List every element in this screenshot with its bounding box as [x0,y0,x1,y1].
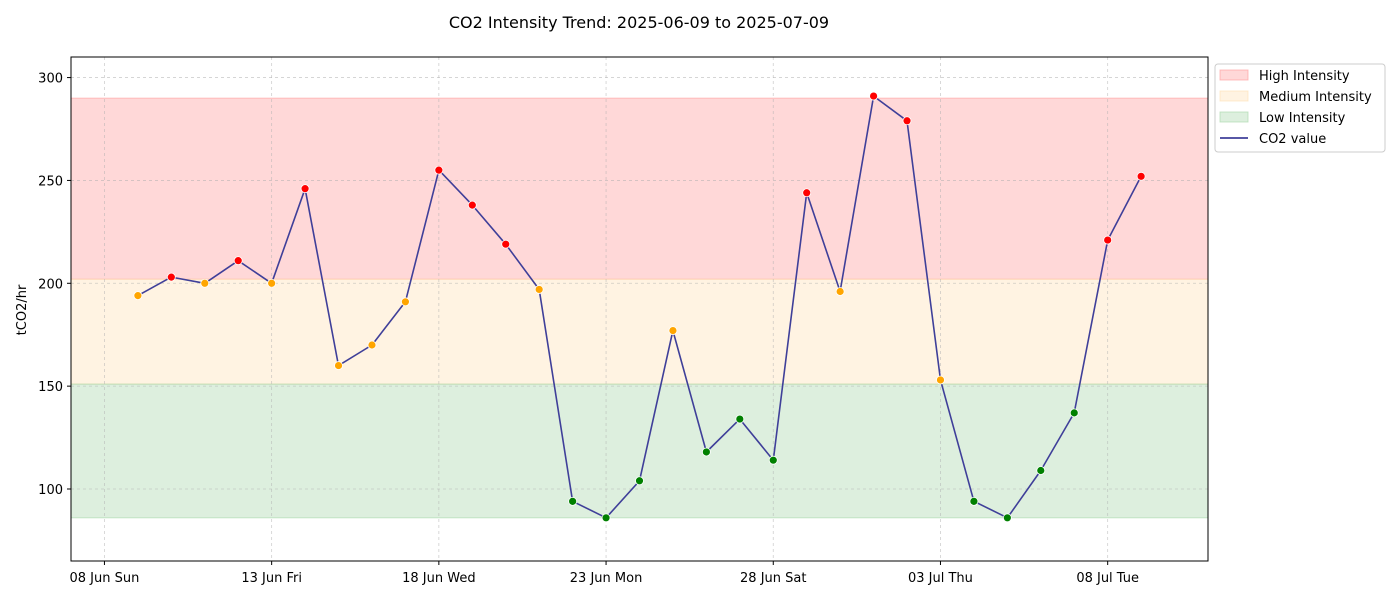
legend: High Intensity Medium Intensity Low Intens… [1214,63,1386,153]
data-point-low [601,513,611,523]
plot-area-frame [70,56,1209,562]
y-tick-label: 100 [38,483,63,498]
x-tick-label: 13 Jun Fri [241,571,302,586]
y-tick-label: 250 [38,174,63,189]
data-point-high [166,272,176,282]
band-medium-intensity [70,278,1209,385]
data-point-high [300,184,310,194]
data-point-high [1136,171,1146,181]
data-point-low [1069,408,1079,418]
y-tick-label: 200 [38,277,63,292]
data-point-medium [534,285,544,294]
legend-swatch [1219,111,1249,123]
data-point-low [701,447,711,457]
data-point-low [1002,513,1012,523]
legend-swatch [1219,90,1249,102]
x-tick-label: 03 Jul Thu [908,571,973,586]
data-point-medium [267,278,277,288]
data-point-low [768,455,778,465]
x-tick-label: 18 Jun Wed [402,571,475,586]
legend-label: Low Intensity [1259,111,1346,126]
data-point-low [735,414,745,424]
x-tick-label: 08 Jul Tue [1076,571,1139,586]
data-point-medium [200,278,210,288]
legend-box [1214,63,1386,153]
data-point-high [233,256,243,266]
data-point-medium [133,291,143,301]
data-point-high [467,200,477,210]
data-point-low [969,496,979,506]
data-point-high [902,116,912,126]
data-point-medium [668,326,678,336]
data-point-low [568,496,578,506]
legend-swatch [1219,69,1249,81]
data-point-high [869,91,878,101]
data-point-medium [367,340,377,350]
legend-label: Medium Intensity [1259,90,1372,105]
data-point-medium [835,287,845,296]
band-low-intensity [70,383,1209,519]
y-tick-label: 300 [38,72,63,87]
x-tick-label: 28 Jun Sat [740,571,806,586]
data-point-low [635,476,644,486]
band-high-intensity [70,97,1209,280]
legend-label: CO2 value [1259,132,1326,147]
x-tick-label: 08 Jun Sun [70,571,140,586]
data-point-high [501,239,511,249]
data-point-medium [334,361,343,370]
data-point-high [434,165,444,175]
data-point-low [1036,466,1046,475]
chart-title: CO2 Intensity Trend: 2025-06-09 to 2025-… [449,13,829,32]
x-tick-label: 23 Jun Mon [570,571,643,586]
data-point-high [1103,235,1113,245]
y-tick-label: 150 [38,380,63,395]
y-axis-label: tCO2/hr [15,284,30,335]
data-point-high [802,188,812,198]
data-point-medium [936,375,945,385]
data-point-medium [401,297,410,307]
legend-label: High Intensity [1259,69,1350,84]
